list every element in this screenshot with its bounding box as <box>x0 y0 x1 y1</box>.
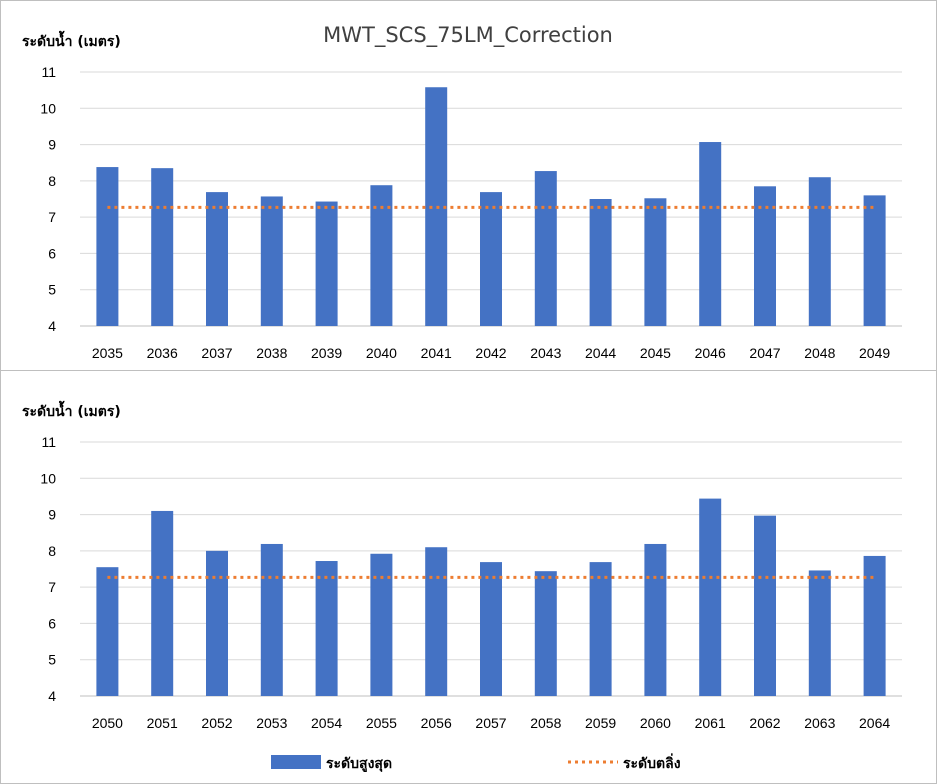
bar <box>754 186 776 326</box>
y-tick-label: 11 <box>41 64 56 80</box>
y-tick-label: 5 <box>48 282 56 298</box>
x-tick-label: 2051 <box>147 715 178 731</box>
bar <box>425 547 448 696</box>
x-tick-label: 2040 <box>366 345 397 361</box>
bar <box>644 198 667 326</box>
x-tick-label: 2058 <box>530 715 561 731</box>
x-tick-label: 2050 <box>92 715 123 731</box>
bar <box>863 555 886 696</box>
y-tick-label: 8 <box>48 543 56 559</box>
x-tick-label: 2036 <box>147 345 178 361</box>
x-tick-label: 2053 <box>256 715 287 731</box>
bar <box>534 171 557 326</box>
bar <box>480 562 502 696</box>
x-tick-label: 2044 <box>585 345 616 361</box>
x-tick-label: 2038 <box>256 345 287 361</box>
chart-panel-2: 4 5 6 7 8 9 10 11 2050 2051 2052 2053 2054 2055 2056 20… <box>40 434 902 731</box>
x-tick-label: 2046 <box>695 345 726 361</box>
bar <box>96 167 119 326</box>
legend-label-max: ระดับสูงสุด <box>326 756 392 772</box>
bar <box>260 543 283 696</box>
panel-divider <box>0 370 937 371</box>
y-tick-label: 7 <box>48 209 56 225</box>
x-tick-label: 2056 <box>421 715 452 731</box>
x-tick-label: 2054 <box>311 715 342 731</box>
x-tick-label: 2061 <box>695 715 726 731</box>
x-tick-label: 2062 <box>749 715 780 731</box>
bar <box>589 562 612 696</box>
chart-panel-1: 4 5 6 7 8 9 10 11 2035 2036 2037 2038 2039 2040 2041 20… <box>40 64 902 361</box>
y-tick-label: 4 <box>48 688 56 704</box>
bar <box>425 87 448 327</box>
legend-label-bank: ระดับตลิ่ง <box>623 753 681 772</box>
bar <box>863 195 886 326</box>
bar <box>151 510 174 696</box>
y-tick-label: 5 <box>48 652 56 668</box>
y-tick-label: 9 <box>48 507 56 523</box>
x-tick-label: 2035 <box>92 345 123 361</box>
x-tick-label: 2052 <box>201 715 232 731</box>
legend: ระดับสูงสุด ระดับตลิ่ง <box>271 753 681 772</box>
y-axis-label-top: ระดับน้ำ (เมตร) <box>22 30 121 50</box>
y-tick-label: 7 <box>48 579 56 595</box>
bar <box>808 177 831 326</box>
y-tick-label: 10 <box>40 470 56 486</box>
bar <box>644 543 667 696</box>
y-tick-label: 10 <box>40 100 56 116</box>
x-tick-label: 2047 <box>749 345 780 361</box>
bar <box>96 567 119 696</box>
x-tick-label: 2045 <box>640 345 671 361</box>
bar <box>699 142 722 326</box>
x-tick-label: 2060 <box>640 715 671 731</box>
y-tick-label: 4 <box>48 318 56 334</box>
bar <box>151 168 174 326</box>
x-tick-label: 2039 <box>311 345 342 361</box>
x-tick-label: 2042 <box>475 345 506 361</box>
bar <box>754 515 776 696</box>
bar <box>315 201 338 326</box>
legend-swatch-max <box>271 755 321 769</box>
y-axis-label-bottom: ระดับน้ำ (เมตร) <box>22 400 121 420</box>
x-tick-label: 2041 <box>421 345 452 361</box>
x-tick-label: 2049 <box>859 345 890 361</box>
bar <box>206 192 228 326</box>
bar <box>534 571 557 696</box>
x-tick-label: 2057 <box>475 715 506 731</box>
y-tick-label: 6 <box>48 245 56 261</box>
chart-title: MWT_SCS_75LM_Correction <box>323 23 613 48</box>
bar <box>315 561 338 696</box>
bar <box>370 553 393 696</box>
x-tick-label: 2063 <box>804 715 835 731</box>
x-tick-label: 2048 <box>804 345 835 361</box>
bar <box>699 498 722 696</box>
y-tick-label: 6 <box>48 615 56 631</box>
x-tick-label: 2055 <box>366 715 397 731</box>
bar <box>370 185 393 326</box>
x-tick-label: 2064 <box>859 715 890 731</box>
bar <box>589 199 612 326</box>
y-tick-label: 8 <box>48 173 56 189</box>
bar <box>260 196 283 326</box>
bar <box>206 550 228 696</box>
y-tick-label: 11 <box>41 434 56 450</box>
x-tick-label: 2059 <box>585 715 616 731</box>
x-tick-label: 2043 <box>530 345 561 361</box>
bar <box>808 570 831 696</box>
y-tick-label: 9 <box>48 137 56 153</box>
bar <box>480 192 502 326</box>
x-tick-label: 2037 <box>201 345 232 361</box>
